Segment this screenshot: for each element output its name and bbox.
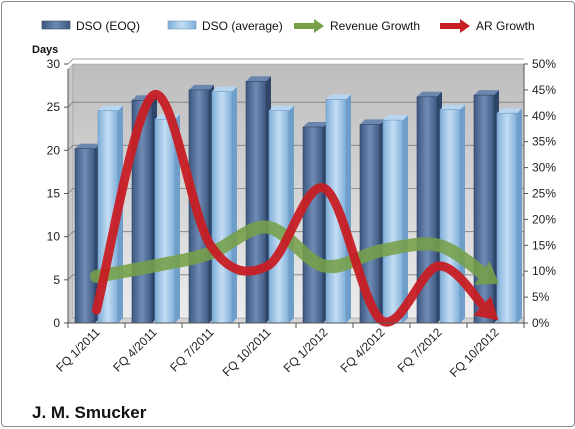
legend-arrow-revenue-growth: [294, 19, 324, 33]
bar-front: [212, 92, 232, 323]
legend: DSO (EOQ) DSO (average) Revenue Growth A…: [42, 19, 535, 33]
y2-tick-label: 25%: [532, 187, 556, 201]
bar-dso-eoq: [303, 122, 328, 323]
y2-tick-label: 0%: [532, 316, 550, 330]
bar-side: [460, 105, 465, 323]
x-tick-label: FQ 1/2011: [53, 325, 103, 375]
legend-label-dso-average: DSO (average): [202, 19, 283, 33]
gridline: [68, 59, 524, 64]
bar-front: [440, 110, 460, 323]
x-tick-label: FQ 10/2011: [220, 325, 274, 379]
x-tick-label: FQ 7/2012: [395, 325, 445, 375]
company-name: J. M. Smucker: [32, 403, 147, 422]
bar-dso-average: [269, 106, 294, 323]
legend-label-ar-growth: AR Growth: [476, 19, 535, 33]
legend-arrow-ar-growth: [440, 19, 470, 33]
y-axis-title: Days: [32, 44, 58, 56]
legend-item-dso-average: DSO (average): [168, 19, 283, 33]
bar-front: [303, 127, 323, 323]
y-tick-label: 30: [47, 57, 61, 71]
bar-side: [232, 87, 237, 323]
x-tick-label: FQ 4/2012: [338, 325, 388, 375]
y2-tick-label: 40%: [532, 109, 556, 123]
bar-dso-average: [497, 108, 522, 323]
bar-side: [289, 106, 294, 323]
x-tick-label: FQ 4/2011: [110, 325, 160, 375]
bar-front: [155, 119, 175, 323]
y-tick-label: 0: [53, 316, 60, 330]
y-axis-ticks: 0 5 10 15 20 25 30: [47, 57, 68, 330]
y2-tick-label: 35%: [532, 135, 556, 149]
bar-front: [497, 113, 517, 323]
bar-dso-average: [212, 87, 237, 323]
y2-tick-label: 5%: [532, 290, 550, 304]
bar-dso-average: [383, 115, 408, 323]
y2-axis-ticks: 0% 5% 10% 15% 20% 25% 30% 35% 40% 45% 50%: [524, 57, 556, 330]
bar-side: [517, 108, 522, 323]
legend-swatch-dso-average: [168, 21, 196, 29]
y-tick-label: 10: [47, 230, 61, 244]
bar-front: [474, 95, 494, 323]
bar-front: [75, 149, 95, 323]
bar-front: [246, 81, 266, 323]
bar-side: [403, 115, 408, 323]
y2-tick-label: 20%: [532, 212, 556, 226]
x-tick-label: FQ 1/2012: [281, 325, 331, 375]
y-tick-label: 5: [53, 273, 60, 287]
bar-front: [383, 120, 403, 323]
legend-item-dso-eoq: DSO (EOQ): [42, 19, 140, 33]
bar-dso-eoq: [246, 76, 271, 323]
y2-tick-label: 50%: [532, 57, 556, 71]
legend-item-revenue-growth: Revenue Growth: [294, 19, 420, 33]
y2-tick-label: 10%: [532, 264, 556, 278]
y2-tick-label: 30%: [532, 161, 556, 175]
bar-dso-eoq: [474, 90, 499, 323]
legend-swatch-dso-eoq: [42, 21, 70, 29]
y2-tick-label: 45%: [532, 83, 556, 97]
x-tick-label: FQ 7/2011: [167, 325, 217, 375]
y2-tick-label: 15%: [532, 238, 556, 252]
legend-label-revenue-growth: Revenue Growth: [330, 19, 420, 33]
legend-item-ar-growth: AR Growth: [440, 19, 535, 33]
bar-side: [346, 94, 351, 323]
bar-dso-average: [440, 105, 465, 323]
legend-label-dso-eoq: DSO (EOQ): [76, 19, 140, 33]
x-tick-label: FQ 10/2012: [447, 325, 502, 380]
y-tick-label: 25: [47, 100, 61, 114]
y-tick-label: 20: [47, 143, 61, 157]
y-tick-label: 15: [47, 187, 61, 201]
bar-front: [269, 111, 289, 323]
